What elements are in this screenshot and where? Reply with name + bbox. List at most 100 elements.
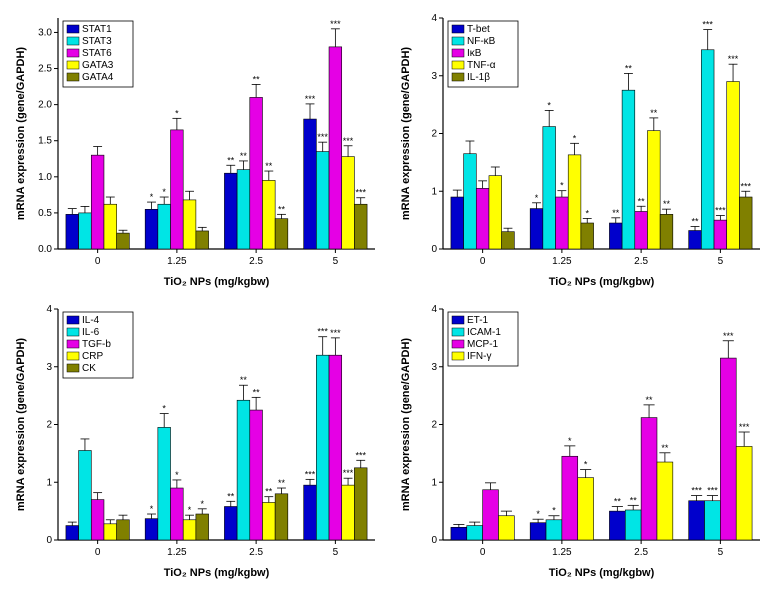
y-tick-label: 1.5 bbox=[38, 136, 52, 147]
legend-label: TNF-α bbox=[467, 60, 496, 71]
legend-swatch bbox=[452, 316, 464, 324]
bar bbox=[304, 485, 317, 540]
bar bbox=[467, 526, 483, 540]
y-tick-label: 1 bbox=[431, 186, 437, 197]
y-tick-label: 0 bbox=[431, 244, 437, 255]
y-tick-label: 2 bbox=[46, 420, 52, 431]
legend-label: CK bbox=[82, 363, 96, 374]
bar bbox=[354, 468, 367, 540]
y-axis-label: mRNA expression (gene/GAPDH) bbox=[400, 47, 412, 221]
legend-swatch bbox=[452, 340, 464, 348]
legend-swatch bbox=[67, 49, 79, 57]
bar bbox=[739, 197, 752, 249]
significance-marker: * bbox=[188, 505, 192, 515]
bar bbox=[304, 119, 317, 249]
significance-marker: *** bbox=[707, 486, 718, 496]
legend-swatch bbox=[67, 73, 79, 81]
legend-swatch bbox=[452, 61, 464, 69]
significance-marker: * bbox=[552, 506, 556, 516]
significance-marker: * bbox=[162, 187, 166, 197]
y-tick-label: 4 bbox=[431, 304, 437, 315]
significance-marker: ** bbox=[661, 443, 669, 453]
y-tick-label: 3 bbox=[431, 362, 437, 373]
significance-marker: * bbox=[573, 133, 577, 143]
x-tick-label: 0 bbox=[95, 256, 101, 267]
x-axis-label: TiO₂ NPs (mg/kgbw) bbox=[164, 276, 270, 288]
legend-swatch bbox=[67, 352, 79, 360]
legend-swatch bbox=[452, 25, 464, 33]
significance-marker: *** bbox=[691, 486, 702, 496]
significance-marker: ** bbox=[692, 216, 700, 226]
significance-marker: ** bbox=[240, 375, 248, 385]
bar bbox=[476, 188, 489, 249]
panel-D: 01234************************01.252.55Ti… bbox=[395, 301, 770, 582]
significance-marker: *** bbox=[343, 468, 354, 478]
bar bbox=[647, 131, 660, 249]
significance-marker: ** bbox=[663, 199, 671, 209]
bar bbox=[581, 223, 594, 249]
significance-marker: ** bbox=[646, 395, 654, 405]
bar bbox=[224, 173, 237, 249]
legend-swatch bbox=[67, 328, 79, 336]
y-tick-label: 3.0 bbox=[38, 27, 52, 38]
significance-marker: *** bbox=[355, 188, 366, 198]
legend-label: IFN-γ bbox=[467, 351, 491, 362]
bar bbox=[657, 462, 673, 540]
bar bbox=[502, 232, 515, 249]
significance-marker: ** bbox=[253, 74, 261, 84]
significance-marker: ** bbox=[278, 204, 286, 214]
bar bbox=[237, 400, 250, 540]
significance-marker: *** bbox=[728, 54, 739, 64]
significance-marker: ** bbox=[612, 208, 620, 218]
x-tick-label: 1.25 bbox=[167, 256, 187, 267]
y-tick-label: 2.0 bbox=[38, 100, 52, 111]
panel-A: 0.00.51.01.52.02.53.0*******************… bbox=[10, 10, 385, 291]
significance-marker: *** bbox=[740, 181, 751, 191]
x-axis-label: TiO₂ NPs (mg/kgbw) bbox=[164, 567, 270, 579]
bar bbox=[262, 180, 275, 249]
bar bbox=[117, 520, 130, 540]
y-tick-label: 0 bbox=[431, 535, 437, 546]
bar bbox=[275, 494, 288, 540]
significance-marker: *** bbox=[355, 450, 366, 460]
bar bbox=[342, 485, 355, 540]
chart-D: 01234************************01.252.55Ti… bbox=[395, 301, 770, 582]
bar bbox=[316, 355, 329, 540]
legend-label: MCP-1 bbox=[467, 339, 499, 350]
significance-marker: * bbox=[584, 460, 588, 470]
bar bbox=[158, 427, 171, 540]
chart-B: 01234*****************************01.252… bbox=[395, 10, 770, 291]
bar bbox=[701, 50, 714, 249]
significance-marker: * bbox=[150, 504, 154, 514]
x-tick-label: 2.5 bbox=[249, 256, 263, 267]
y-tick-label: 1 bbox=[46, 477, 52, 488]
bar bbox=[91, 155, 104, 249]
significance-marker: ** bbox=[638, 196, 646, 206]
bar bbox=[609, 511, 625, 540]
significance-marker: *** bbox=[317, 327, 328, 337]
legend-swatch bbox=[67, 61, 79, 69]
y-tick-label: 0.5 bbox=[38, 208, 52, 219]
x-tick-label: 5 bbox=[333, 547, 339, 558]
bar bbox=[158, 204, 171, 249]
y-tick-label: 4 bbox=[431, 13, 437, 24]
bar bbox=[720, 358, 736, 540]
x-tick-label: 1.25 bbox=[552, 256, 572, 267]
legend-swatch bbox=[67, 37, 79, 45]
bar bbox=[556, 197, 569, 249]
bar bbox=[196, 231, 209, 249]
legend-label: TGF-b bbox=[82, 339, 111, 350]
bar bbox=[183, 520, 196, 540]
bar bbox=[224, 507, 237, 540]
bar bbox=[171, 130, 184, 249]
legend-label: NF-κB bbox=[467, 36, 496, 47]
legend-swatch bbox=[67, 25, 79, 33]
legend-swatch bbox=[67, 316, 79, 324]
bar bbox=[451, 527, 467, 540]
x-axis-label: TiO₂ NPs (mg/kgbw) bbox=[549, 567, 655, 579]
bar bbox=[354, 204, 367, 249]
chart-C: 01234******************************01.25… bbox=[10, 301, 385, 582]
bar bbox=[727, 82, 740, 249]
bar bbox=[625, 510, 641, 540]
significance-marker: * bbox=[162, 404, 166, 414]
